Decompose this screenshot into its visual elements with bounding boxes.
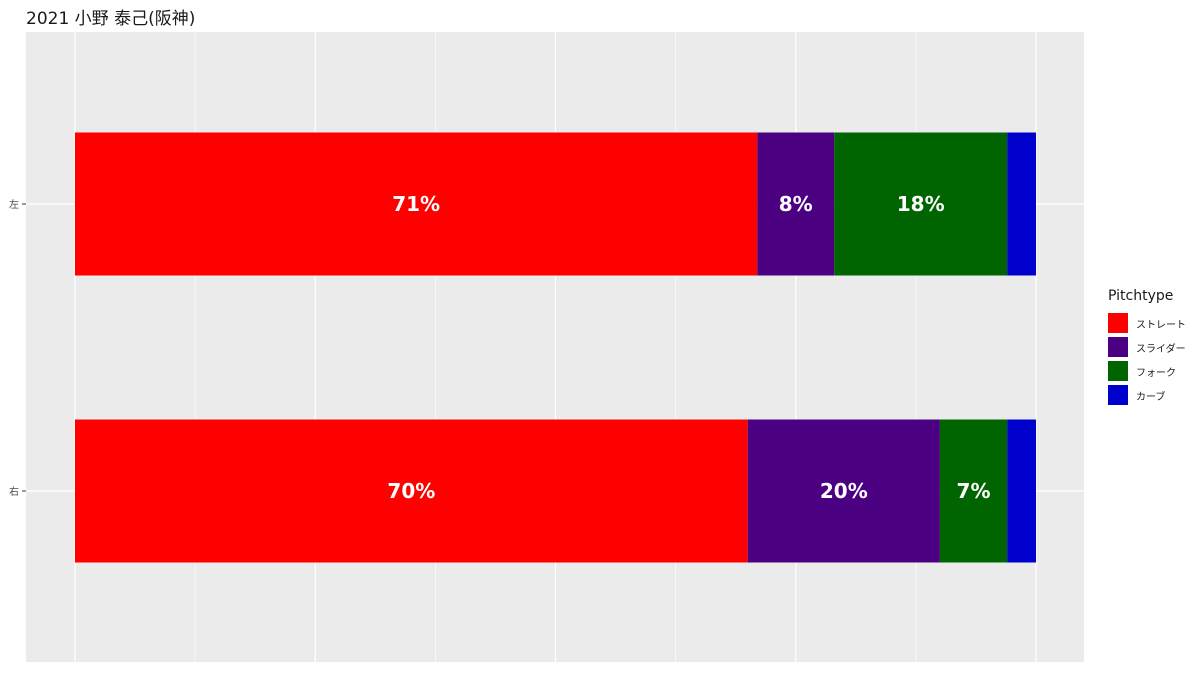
legend-label: カーブ: [1136, 391, 1166, 403]
bar-segment: [939, 419, 1008, 563]
y-tick-label: 左: [9, 198, 19, 211]
legend-item: フォーク: [1108, 359, 1186, 383]
legend-title: Pitchtype: [1108, 288, 1174, 304]
legend-item: カーブ: [1108, 383, 1186, 407]
data-label: 71%: [392, 192, 440, 216]
legend-label: スライダー: [1136, 343, 1186, 355]
data-label: 20%: [820, 479, 868, 503]
legend-swatch: [1108, 337, 1128, 357]
legend-swatch: [1108, 385, 1128, 405]
legend-swatch: [1108, 361, 1128, 381]
legend: Pitchtype ストレートスライダーフォークカーブ: [1108, 288, 1186, 407]
legend-item: スライダー: [1108, 335, 1186, 359]
bar-segment: [834, 132, 1008, 276]
bar-segment: [747, 419, 940, 563]
data-label: 7%: [957, 479, 991, 503]
bar-segment: [1007, 419, 1036, 563]
data-label: 8%: [779, 192, 813, 216]
legend-swatch: [1108, 313, 1128, 333]
legend-label: ストレート: [1136, 319, 1186, 331]
bar-segment: [75, 132, 758, 276]
legend-item: ストレート: [1108, 311, 1186, 335]
chart-title: 2021 小野 泰己(阪神): [26, 9, 196, 29]
bar-segment: [75, 419, 748, 563]
bar-segment: [1007, 132, 1036, 276]
y-tick-label: 右: [9, 485, 19, 498]
legend-label: フォーク: [1136, 367, 1176, 379]
data-label: 18%: [897, 192, 945, 216]
bar-segment: [757, 132, 835, 276]
data-label: 70%: [387, 479, 435, 503]
legend-items: ストレートスライダーフォークカーブ: [1108, 311, 1186, 407]
